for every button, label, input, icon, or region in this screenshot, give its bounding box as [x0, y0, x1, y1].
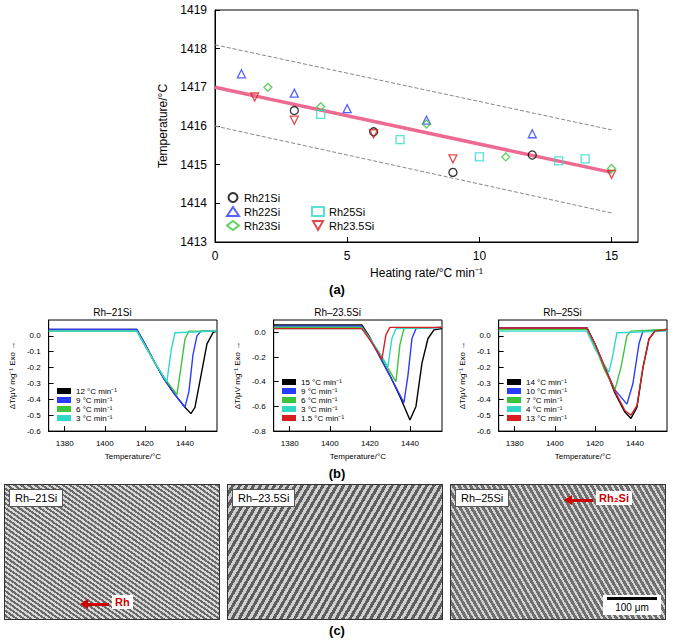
svg-text:-0.4: -0.4: [477, 395, 491, 404]
svg-text:1420: 1420: [136, 439, 154, 448]
svg-text:Rh–21Si: Rh–21Si: [93, 307, 131, 318]
svg-text:1380: 1380: [506, 439, 524, 448]
svg-text:1417: 1417: [180, 80, 207, 94]
html-text:100 μm: 100 μm: [615, 602, 649, 613]
svg-text:1380: 1380: [56, 439, 74, 448]
svg-text:-0.6: -0.6: [27, 427, 41, 436]
svg-text:-0.3: -0.3: [27, 379, 41, 388]
svg-text:4 °C min⁻¹: 4 °C min⁻¹: [526, 405, 563, 414]
svg-text:ΔT/μV mg⁻¹ Exo →: ΔT/μV mg⁻¹ Exo →: [458, 342, 467, 410]
svg-text:-0.1: -0.1: [27, 347, 41, 356]
svg-text:1380: 1380: [281, 439, 299, 448]
svg-text:15 °C min⁻¹: 15 °C min⁻¹: [301, 378, 342, 387]
svg-text:0: 0: [212, 249, 219, 263]
svg-text:9 °C min⁻¹: 9 °C min⁻¹: [76, 396, 113, 405]
svg-text:13 °C min⁻¹: 13 °C min⁻¹: [526, 414, 567, 423]
html-text:Rh: Rh: [115, 596, 130, 608]
svg-text:9 °C min⁻¹: 9 °C min⁻¹: [301, 387, 338, 396]
svg-text:Rh23.5Si: Rh23.5Si: [329, 220, 374, 232]
svg-text:1440: 1440: [176, 439, 194, 448]
svg-text:-0.5: -0.5: [477, 411, 491, 420]
svg-text:-0.2: -0.2: [252, 353, 266, 362]
svg-text:-0.2: -0.2: [477, 363, 491, 372]
html-text:Rh–21Si: Rh–21Si: [15, 492, 58, 504]
svg-text:10 °C min⁻¹: 10 °C min⁻¹: [526, 387, 567, 396]
svg-text:Temperature/°C: Temperature/°C: [105, 452, 161, 461]
svg-text:1400: 1400: [321, 439, 339, 448]
svg-text:-0.8: -0.8: [252, 427, 266, 436]
svg-text:Rh22Si: Rh22Si: [244, 206, 280, 218]
svg-text:Rh–23.5Si: Rh–23.5Si: [314, 307, 361, 318]
svg-text:14 °C min⁻¹: 14 °C min⁻¹: [526, 378, 567, 387]
svg-text:1.5 °C min⁻¹: 1.5 °C min⁻¹: [301, 414, 344, 423]
svg-text:1420: 1420: [586, 439, 604, 448]
svg-text:5: 5: [344, 249, 351, 263]
svg-text:1400: 1400: [96, 439, 114, 448]
svg-text:Rh23Si: Rh23Si: [244, 220, 280, 232]
svg-text:1415: 1415: [180, 158, 207, 172]
html-text:(a): (a): [329, 282, 345, 297]
svg-text:1420: 1420: [361, 439, 379, 448]
svg-text:1418: 1418: [180, 42, 207, 56]
html-text:Rh–23.5Si: Rh–23.5Si: [238, 492, 290, 504]
svg-text:0.0: 0.0: [255, 328, 267, 337]
svg-text:ΔT/μV mg⁻¹ Exo →: ΔT/μV mg⁻¹ Exo →: [8, 342, 17, 410]
svg-text:0.0: 0.0: [480, 331, 492, 340]
svg-text:-0.5: -0.5: [27, 411, 41, 420]
svg-text:1419: 1419: [180, 3, 207, 17]
svg-text:-0.4: -0.4: [252, 377, 266, 386]
svg-text:1440: 1440: [626, 439, 644, 448]
svg-text:Temperature/°C: Temperature/°C: [555, 452, 611, 461]
svg-text:6 °C min⁻¹: 6 °C min⁻¹: [301, 396, 338, 405]
svg-text:15: 15: [605, 249, 619, 263]
svg-text:10: 10: [473, 249, 487, 263]
svg-text:Rh–25Si: Rh–25Si: [543, 307, 581, 318]
html-text:Rh₂Si: Rh₂Si: [599, 492, 629, 504]
svg-text:12 °C min⁻¹: 12 °C min⁻¹: [76, 387, 117, 396]
svg-text:1400: 1400: [546, 439, 564, 448]
html-text:(b): (b): [328, 466, 346, 481]
svg-text:Heating rate/°C min⁻¹: Heating rate/°C min⁻¹: [370, 266, 483, 280]
html-text:Rh–25Si: Rh–25Si: [461, 492, 504, 504]
svg-text:6 °C min⁻¹: 6 °C min⁻¹: [76, 405, 113, 414]
svg-text:3 °C min⁻¹: 3 °C min⁻¹: [301, 405, 338, 414]
svg-text:7 °C min⁻¹: 7 °C min⁻¹: [526, 396, 563, 405]
svg-text:-0.6: -0.6: [477, 427, 491, 436]
html-text:(c): (c): [329, 623, 345, 638]
svg-text:0.0: 0.0: [30, 331, 42, 340]
svg-text:1440: 1440: [401, 439, 419, 448]
svg-text:Rh21Si: Rh21Si: [244, 192, 280, 204]
svg-text:-0.6: -0.6: [252, 402, 266, 411]
svg-text:Rh25Si: Rh25Si: [329, 206, 365, 218]
svg-text:3 °C min⁻¹: 3 °C min⁻¹: [76, 414, 113, 423]
svg-text:1414: 1414: [180, 196, 207, 210]
svg-text:-0.3: -0.3: [477, 379, 491, 388]
svg-text:ΔT/μV mg⁻¹ Exo →: ΔT/μV mg⁻¹ Exo →: [233, 342, 242, 410]
svg-text:Temperature/°C: Temperature/°C: [156, 84, 170, 168]
svg-text:-0.4: -0.4: [27, 395, 41, 404]
svg-text:-0.2: -0.2: [27, 363, 41, 372]
svg-text:Temperature/°C: Temperature/°C: [330, 452, 386, 461]
svg-text:1413: 1413: [180, 235, 207, 249]
svg-text:-0.1: -0.1: [477, 347, 491, 356]
svg-text:1416: 1416: [180, 119, 207, 133]
